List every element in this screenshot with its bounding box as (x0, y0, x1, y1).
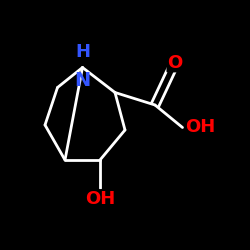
Text: N: N (74, 71, 90, 90)
Text: O: O (168, 54, 182, 72)
Text: OH: OH (85, 190, 115, 208)
Text: H: H (75, 43, 90, 61)
Text: OH: OH (185, 118, 215, 136)
